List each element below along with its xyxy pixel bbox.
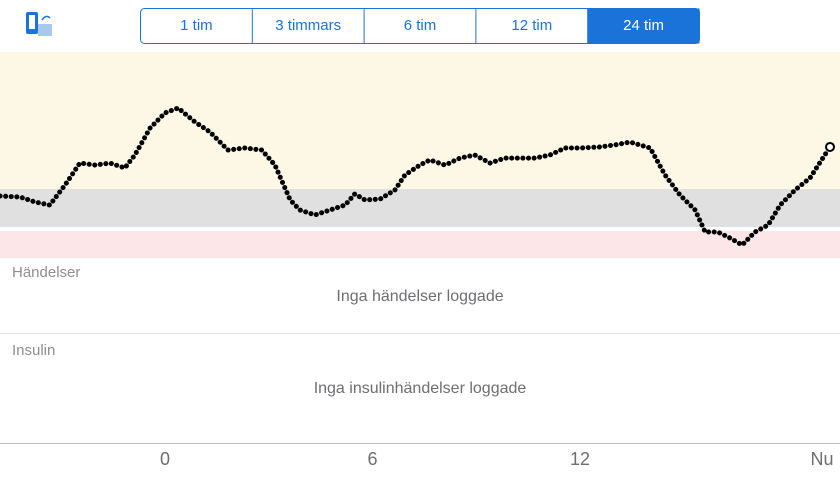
phone-screen bbox=[29, 15, 35, 29]
range-band bbox=[0, 188, 840, 228]
insulin-title: Insulin bbox=[12, 342, 55, 359]
range-selected bbox=[587, 8, 700, 44]
glucose-line bbox=[0, 105, 833, 248]
range-option[interactable]: 1 tim bbox=[180, 17, 213, 34]
x-tick-label: 6 bbox=[367, 449, 377, 469]
x-tick-label: Nu bbox=[810, 449, 833, 469]
range-selector: 1 tim 3 timmars 6 tim 12 tim 24 tim bbox=[140, 8, 700, 44]
current-reading bbox=[825, 141, 835, 152]
rotate-arrow bbox=[41, 15, 51, 21]
events-empty: Inga händelser loggade bbox=[336, 288, 503, 305]
insulin-empty: Inga insulinhändelser loggade bbox=[314, 380, 527, 397]
range-option[interactable]: 12 tim bbox=[511, 17, 552, 34]
events-title: Händelser bbox=[12, 264, 80, 281]
rotate-icon[interactable] bbox=[26, 12, 52, 36]
x-tick-label: 0 bbox=[160, 449, 170, 469]
range-option[interactable]: 24 tim bbox=[623, 17, 664, 34]
range-band bbox=[0, 231, 840, 258]
phone-landscape bbox=[38, 24, 52, 36]
x-tick-label: 12 bbox=[570, 449, 590, 469]
glucose-chart bbox=[0, 52, 840, 258]
range-option[interactable]: 3 timmars bbox=[275, 17, 341, 34]
range-option[interactable]: 6 tim bbox=[404, 17, 437, 34]
